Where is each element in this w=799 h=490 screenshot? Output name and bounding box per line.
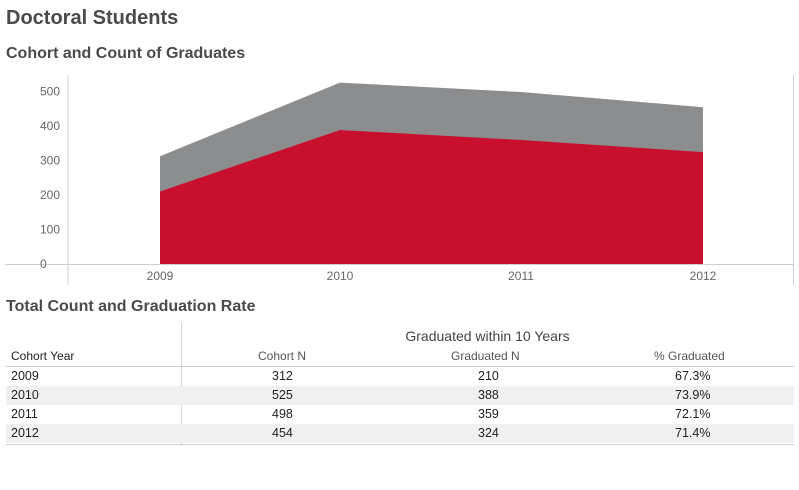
row-graduated-n: 324 — [478, 426, 499, 440]
page-title: Doctoral Students — [6, 7, 179, 29]
table-row: 2009 312 210 67.3% — [6, 367, 794, 386]
table-row-header: Cohort Year — [11, 349, 75, 363]
y-tick-label: 300 — [40, 153, 60, 167]
area-chart: 0 100 200 300 400 500 2009 2010 2011 2012 — [5, 75, 794, 285]
row-pct-graduated: 67.3% — [675, 369, 711, 383]
row-cohort-n: 498 — [272, 407, 293, 421]
y-tick-label: 400 — [40, 119, 60, 133]
row-year: 2012 — [11, 426, 39, 440]
y-tick-label: 100 — [40, 223, 60, 237]
row-cohort-n: 525 — [272, 388, 293, 402]
y-tick-label: 0 — [40, 257, 47, 271]
table-divider — [181, 322, 182, 446]
x-tick-label: 2010 — [327, 269, 354, 283]
table-row: 2011 498 359 72.1% — [6, 405, 794, 424]
row-year: 2010 — [11, 388, 39, 402]
x-tick-label: 2011 — [508, 269, 534, 283]
row-cohort-n: 454 — [272, 426, 293, 440]
x-tick-label: 2009 — [147, 269, 174, 283]
table-group-header: Graduated within 10 Years — [405, 328, 570, 344]
row-graduated-n: 359 — [478, 407, 499, 421]
table-row: 2010 525 388 73.9% — [6, 386, 794, 405]
x-tick-label: 2012 — [690, 269, 717, 283]
column-header-cohort-n: Cohort N — [258, 349, 307, 363]
row-cohort-n: 312 — [272, 369, 293, 383]
graduation-table: Graduated within 10 Years Cohort Year Co… — [0, 322, 799, 452]
row-pct-graduated: 71.4% — [675, 426, 711, 440]
column-header-graduated-n: Graduated N — [451, 349, 520, 363]
table-subtitle: Total Count and Graduation Rate — [6, 298, 256, 315]
area-graduated-n — [160, 130, 703, 264]
y-tick-label: 500 — [40, 84, 60, 98]
chart-subtitle: Cohort and Count of Graduates — [6, 45, 246, 62]
header-divider — [6, 366, 794, 367]
row-pct-graduated: 73.9% — [675, 388, 711, 402]
table-bottom-border — [6, 444, 794, 445]
row-year: 2009 — [11, 369, 39, 383]
table-row: 2012 454 324 71.4% — [6, 424, 794, 443]
row-graduated-n: 388 — [478, 388, 499, 402]
column-header-pct-graduated: % Graduated — [654, 349, 725, 363]
y-tick-label: 200 — [40, 188, 60, 202]
row-year: 2011 — [11, 407, 38, 421]
row-graduated-n: 210 — [478, 369, 499, 383]
row-pct-graduated: 72.1% — [675, 407, 711, 421]
